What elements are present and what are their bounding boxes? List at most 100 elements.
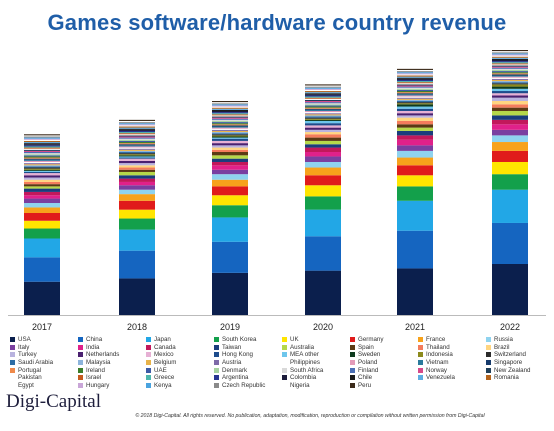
bar-segment: [24, 135, 60, 137]
bar-segment: [397, 139, 433, 146]
legend-label: Canada: [154, 343, 176, 351]
bar-segment: [492, 59, 528, 62]
legend-label: Turkey: [18, 351, 37, 359]
legend-swatch: [350, 360, 355, 366]
bar-segment: [212, 110, 248, 113]
bar-segment: [305, 92, 341, 94]
x-tick-label: 2019: [220, 322, 240, 332]
legend-label: Thailand: [426, 343, 450, 351]
bar-segment: [24, 257, 60, 282]
bar-segment: [492, 101, 528, 105]
bar-segment: [119, 160, 155, 164]
bar-segment: [492, 56, 528, 58]
bar-segment: [397, 83, 433, 85]
bar-segment: [24, 163, 60, 165]
legend-swatch: [78, 352, 83, 358]
legend-swatch: [10, 360, 15, 366]
bar-segment: [24, 207, 60, 213]
legend-item: Czech Republic: [214, 382, 280, 390]
legend-swatch: [78, 337, 83, 343]
legend-item: Austria: [214, 359, 280, 367]
bar-segment: [212, 122, 248, 124]
legend-swatch: [78, 382, 83, 388]
bar-segment: [119, 124, 155, 126]
bar-segment: [24, 186, 60, 189]
legend-label: Spain: [358, 343, 374, 351]
legend-swatch: [146, 344, 151, 350]
bar-segment: [119, 165, 155, 168]
bar-segment: [212, 272, 248, 315]
bar-segment: [119, 130, 155, 133]
bar-segment: [212, 140, 248, 144]
bar-segment: [305, 103, 341, 105]
legend-label: USA: [18, 336, 31, 344]
legend-label: Romania: [494, 374, 519, 382]
legend-swatch: [350, 344, 355, 350]
bar-segment: [397, 124, 433, 128]
bar-segment: [24, 148, 60, 150]
legend-item: Poland: [350, 359, 416, 367]
legend-label: Colombia: [290, 374, 317, 382]
legend-swatch: [78, 367, 83, 373]
bar-segment: [305, 93, 341, 95]
legend-label: Belgium: [154, 359, 177, 367]
bar-segment: [212, 241, 248, 273]
bar-segment: [305, 95, 341, 97]
bar-segment: [397, 92, 433, 94]
bar-segment: [24, 184, 60, 187]
legend-swatch: [146, 337, 151, 343]
bar-segment: [492, 93, 528, 96]
legend-item: Ireland: [78, 366, 144, 374]
bar-segment: [24, 177, 60, 180]
bar-segment: [397, 135, 433, 140]
bar-segment: [119, 163, 155, 166]
bar-segment: [119, 145, 155, 147]
stacked-bar-chart: 2017 2018 2019 2020 2021 2022: [8, 50, 546, 332]
bar-segment: [397, 84, 433, 86]
legend-label: Denmark: [222, 366, 248, 374]
legend-swatch: [282, 352, 287, 358]
legend-item: Thailand: [418, 344, 484, 352]
bar-segment: [212, 126, 248, 128]
bar-segment: [397, 89, 433, 92]
legend-label: Hungary: [86, 381, 110, 389]
legend-item: Taiwan: [214, 344, 280, 352]
x-tick-label: 2018: [127, 322, 147, 332]
bar-segment: [305, 147, 341, 153]
bar-segment: [212, 123, 248, 125]
legend-swatch: [418, 337, 423, 343]
bar-segment: [212, 135, 248, 137]
legend-item: Egypt: [10, 382, 76, 390]
bar-segment: [397, 99, 433, 102]
bar-segment: [305, 161, 341, 168]
legend-item: Nigeria: [282, 382, 348, 390]
legend-swatch: [146, 382, 151, 388]
bar-segment: [305, 144, 341, 148]
bar-segment: [397, 75, 433, 77]
bar-segment: [492, 119, 528, 125]
legend-item: Pakistan: [10, 374, 76, 382]
bar-segment: [212, 112, 248, 114]
bar-segment: [492, 68, 528, 70]
legend-item: Vietnam: [418, 359, 484, 367]
bar-segment: [24, 158, 60, 160]
bar-segment: [212, 186, 248, 196]
legend-swatch: [10, 344, 15, 350]
bar-segment: [492, 77, 528, 79]
bar-segment: [305, 114, 341, 116]
bar-segment: [492, 69, 528, 72]
bar-segment: [119, 171, 155, 176]
legend-label: Norway: [426, 366, 447, 374]
bar-segment: [492, 222, 528, 264]
bar-segment: [305, 185, 341, 197]
bar-segment: [212, 120, 248, 123]
bar-segment: [492, 135, 528, 143]
bar-segment: [305, 156, 341, 162]
legend-item: Japan: [146, 336, 212, 344]
bar-segment: [492, 62, 528, 64]
legend-label: Nigeria: [290, 381, 310, 389]
legend-swatch: [350, 352, 355, 358]
bar-segment: [305, 107, 341, 109]
bar-segment: [397, 157, 433, 166]
legend-label: Ireland: [86, 366, 105, 374]
